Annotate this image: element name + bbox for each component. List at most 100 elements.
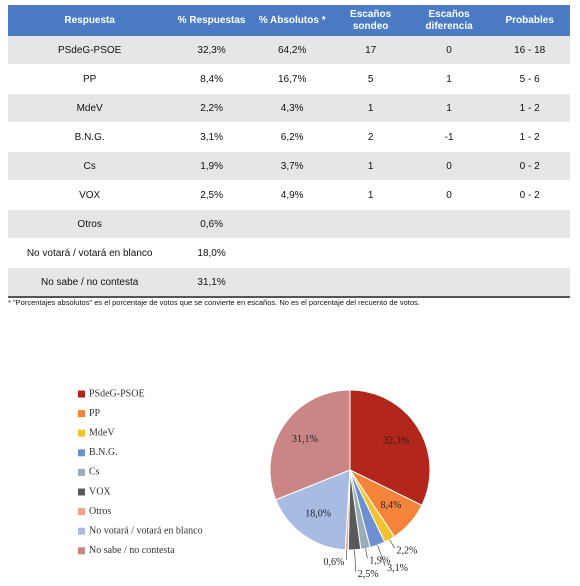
- legend-swatch: [78, 468, 85, 476]
- legend-label: Cs: [89, 467, 100, 478]
- leader-line: [377, 545, 386, 566]
- table-cell: PSdeG-PSOE: [8, 36, 172, 65]
- column-header: Probables: [489, 5, 570, 36]
- pie-slice: [269, 389, 351, 501]
- table-cell: 1: [408, 93, 490, 123]
- table-cell: 1 - 2: [489, 122, 570, 152]
- legend-swatch: [78, 390, 85, 398]
- empty-cell: [408, 267, 490, 298]
- table-cell: -1: [408, 122, 490, 152]
- column-header: % Respuestas: [171, 5, 252, 36]
- table-cell: 2,5%: [171, 180, 252, 210]
- slice-label: 0,6%: [323, 557, 344, 568]
- table-cell: 6,2%: [251, 122, 333, 152]
- legend-label: MdeV: [89, 427, 115, 438]
- legend-swatch: [78, 449, 85, 457]
- empty-cell: [251, 238, 333, 268]
- table-row: PP 8,4% 16,7% 5 1 5 - 6: [8, 64, 570, 94]
- table-cell: 1: [332, 93, 409, 123]
- footnote: * "Porcentajes absolutos" es el porcenta…: [8, 298, 420, 307]
- pie-slice: [349, 389, 431, 506]
- table-cell: 32,3%: [171, 36, 252, 65]
- legend-label: B.N.G.: [89, 447, 118, 458]
- table-cell: VOX: [8, 180, 172, 210]
- table-cell: 0: [408, 36, 490, 65]
- slice-label: 1,9%: [369, 556, 390, 567]
- slice-label: 2,5%: [358, 569, 379, 580]
- legend-label: PSdeG-PSOE: [89, 388, 145, 399]
- table-cell: Otros: [8, 209, 172, 239]
- table-row: B.N.G. 3,1% 6,2% 2 -1 1 - 2: [8, 122, 570, 152]
- table-row: No votará / votará en blanco 18,0%: [8, 238, 570, 268]
- table-cell: 1: [408, 64, 490, 94]
- leader-line: [354, 549, 357, 572]
- table-cell: 64,2%: [251, 36, 333, 65]
- table-row: MdeV 2,2% 4,3% 1 1 1 - 2: [8, 93, 570, 123]
- slice-label: 18,0%: [305, 508, 331, 519]
- legend-swatch: [78, 527, 85, 535]
- table-cell: No sabe / no contesta: [8, 267, 172, 298]
- table-cell: 0: [408, 180, 490, 210]
- table-cell: 17: [332, 36, 409, 65]
- table-cell: Cs: [8, 151, 172, 181]
- table-cell: 1: [332, 151, 409, 181]
- slice-label: 31,1%: [292, 434, 318, 445]
- table-cell: 0 - 2: [489, 180, 570, 210]
- table-row: Otros 0,6%: [8, 209, 570, 239]
- pie-chart: PSdeG-PSOE PP MdeV B.N.G. Cs VOX Otros No votar…: [78, 388, 431, 580]
- table-cell: 3,7%: [251, 151, 333, 181]
- empty-cell: [332, 267, 409, 298]
- slice-label: 32,3%: [383, 436, 409, 447]
- table-cell: 0: [408, 151, 490, 181]
- column-header: Escaños sondeo: [332, 5, 409, 36]
- column-header: Escaños diferencia: [408, 5, 490, 36]
- leader-line: [365, 548, 368, 559]
- empty-cell: [332, 238, 409, 268]
- table-cell: 4,9%: [251, 180, 333, 210]
- table-cell: MdeV: [8, 93, 172, 123]
- table-cell: 16 - 18: [489, 36, 570, 65]
- slice-label: 3,1%: [387, 563, 408, 574]
- legend-swatch: [78, 508, 85, 516]
- table-cell: 31,1%: [171, 267, 252, 298]
- table-cell: 5 - 6: [489, 64, 570, 94]
- table-cell: No votará / votará en blanco: [8, 238, 172, 268]
- column-header: Respuesta: [8, 5, 172, 36]
- table-cell: 0,6%: [171, 209, 252, 239]
- legend-swatch: [78, 410, 85, 418]
- empty-cell: [489, 267, 570, 298]
- table-cell: 3,1%: [171, 122, 252, 152]
- empty-cell: [251, 267, 333, 298]
- leader-line: [389, 539, 395, 549]
- slice-label: 8,4%: [380, 500, 401, 511]
- table-row: VOX 2,5% 4,9% 1 0 0 - 2: [8, 180, 570, 210]
- legend-label: No sabe / no contesta: [89, 545, 175, 556]
- table-cell: 16,7%: [251, 64, 333, 94]
- table-cell: 2: [332, 122, 409, 152]
- table-row: Cs 1,9% 3,7% 1 0 0 - 2: [8, 151, 570, 181]
- table-cell: 5: [332, 64, 409, 94]
- legend-label: PP: [89, 408, 101, 419]
- legend-label: No votará / votará en blanco: [89, 525, 203, 536]
- legend-swatch: [78, 429, 85, 437]
- column-header: % Absolutos *: [251, 5, 333, 36]
- empty-cell: [408, 238, 490, 268]
- table-row: PSdeG-PSOE 32,3% 64,2% 17 0 16 - 18: [8, 36, 570, 65]
- slice-label: 2,2%: [397, 545, 418, 556]
- table-row: No sabe / no contesta 31,1%: [8, 267, 570, 298]
- pie-slice: [275, 469, 351, 551]
- legend-swatch: [78, 488, 85, 496]
- legend-swatch: [78, 547, 85, 555]
- empty-cell: [408, 209, 490, 239]
- table-cell: B.N.G.: [8, 122, 172, 152]
- empty-cell: [489, 238, 570, 268]
- table-cell: 8,4%: [171, 64, 252, 94]
- table-cell: PP: [8, 64, 172, 94]
- empty-cell: [489, 209, 570, 239]
- results-table: Respuesta% Respuestas% Absolutos * Escaño…: [8, 5, 570, 298]
- table-cell: 2,2%: [171, 93, 252, 123]
- table-cell: 4,3%: [251, 93, 333, 123]
- empty-cell: [251, 209, 333, 239]
- table-cell: 1 - 2: [489, 93, 570, 123]
